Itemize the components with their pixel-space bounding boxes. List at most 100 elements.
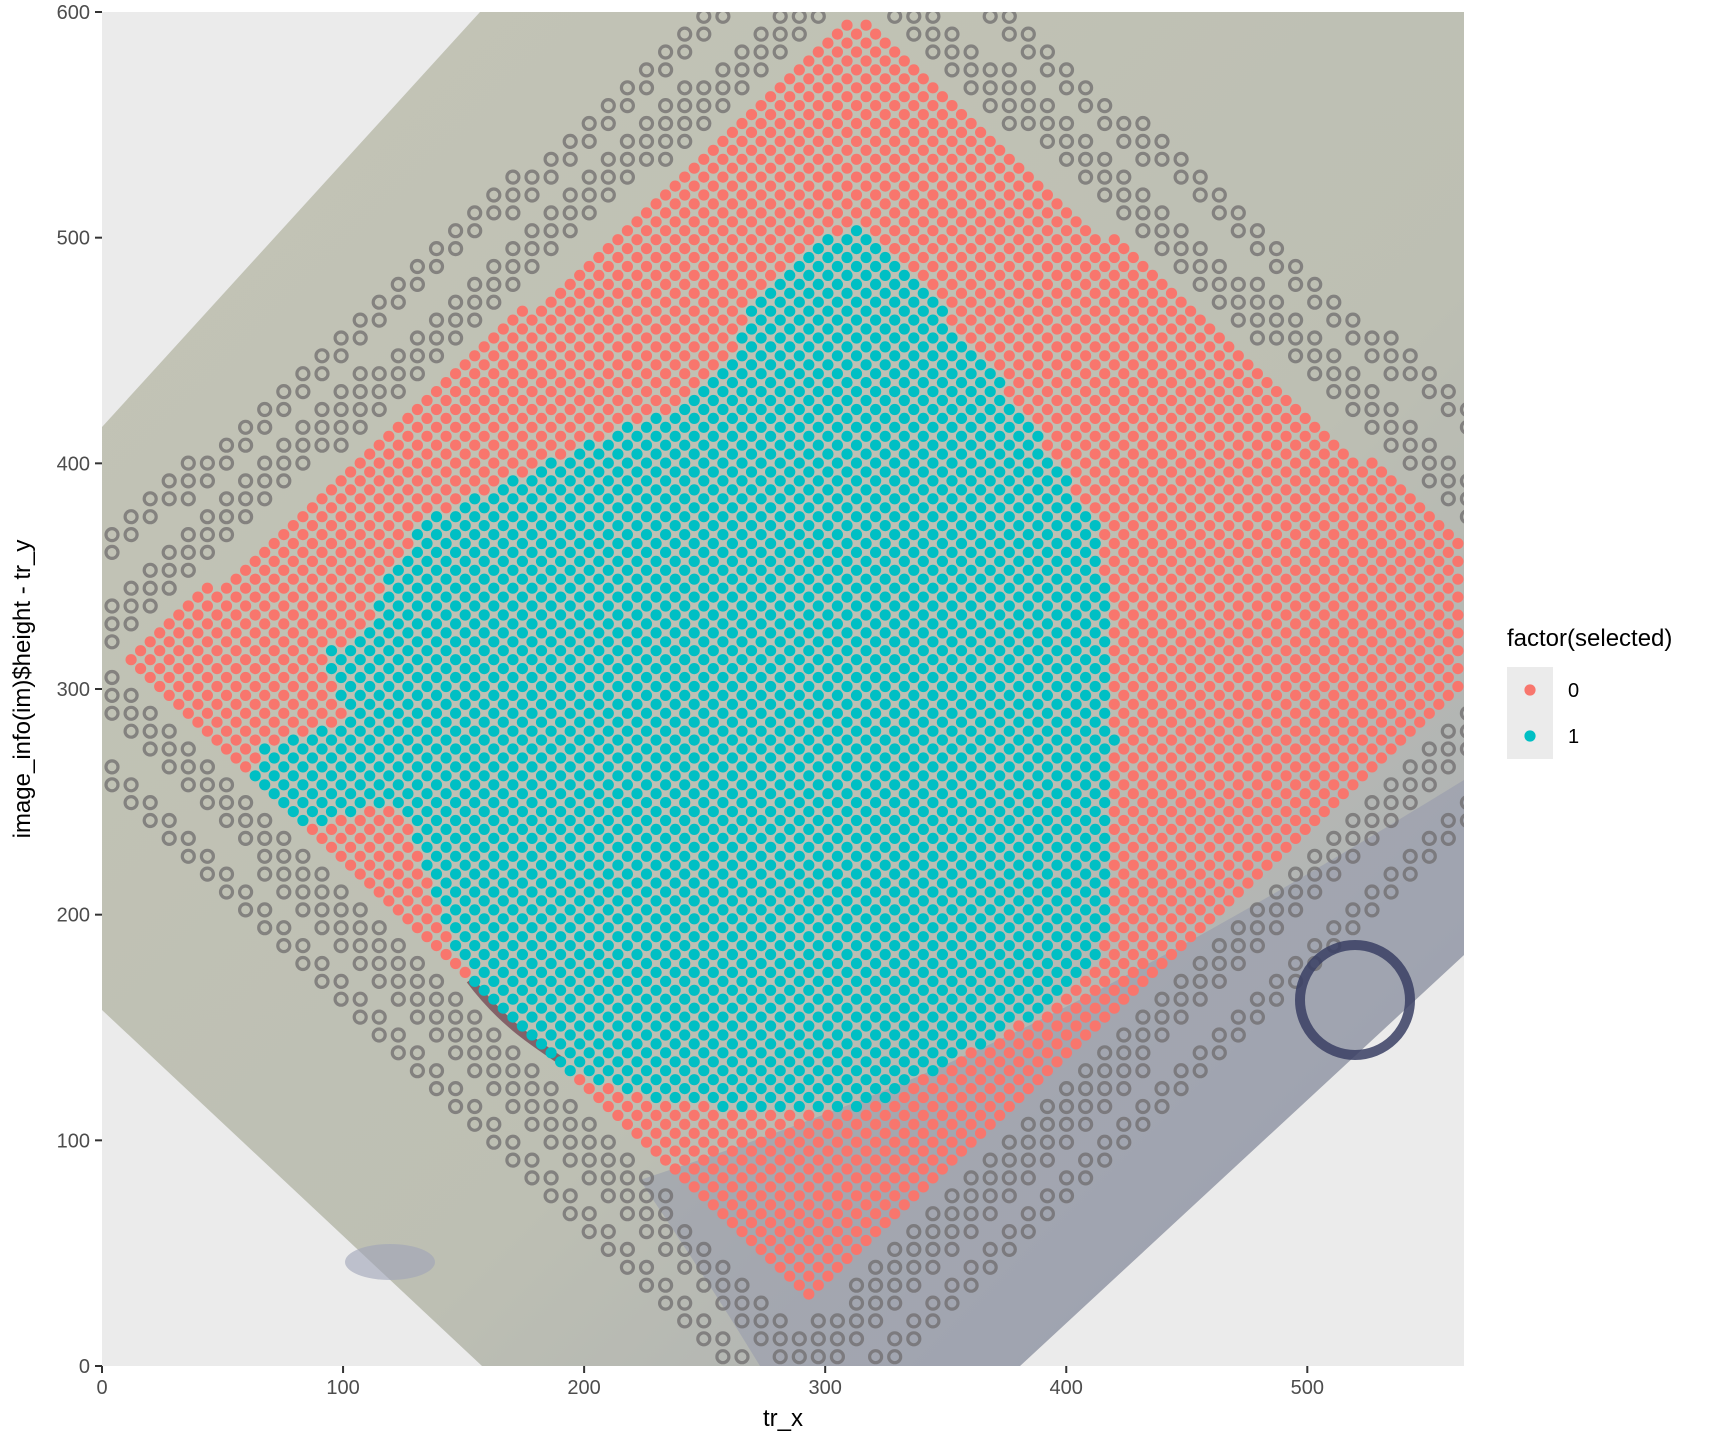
- point-selected-1: [1032, 448, 1044, 460]
- point-selected-1: [1032, 770, 1044, 782]
- point-selected-1: [822, 966, 834, 979]
- point-selected-1: [564, 582, 576, 594]
- point-selected-0: [593, 412, 605, 424]
- point-selected-1: [850, 618, 863, 630]
- fiducial-dot: [581, 1223, 597, 1240]
- point-selected-1: [889, 475, 901, 487]
- point-selected-0: [1108, 645, 1120, 657]
- point-selected-0: [688, 341, 700, 353]
- point-selected-0: [765, 1234, 777, 1247]
- point-selected-1: [726, 466, 739, 478]
- point-selected-0: [354, 814, 366, 827]
- point-selected-1: [650, 823, 662, 836]
- point-selected-1: [1080, 654, 1092, 666]
- point-selected-1: [784, 1074, 796, 1086]
- point-selected-1: [841, 573, 853, 585]
- point-selected-1: [640, 1083, 653, 1095]
- point-selected-1: [984, 511, 996, 523]
- point-selected-1: [545, 850, 557, 862]
- point-selected-0: [1185, 788, 1197, 800]
- fiducial-dot: [1383, 401, 1399, 418]
- fiducial-dot: [1039, 1116, 1056, 1132]
- point-selected-1: [555, 484, 567, 496]
- point-selected-1: [688, 1002, 700, 1014]
- point-selected-0: [1280, 734, 1292, 746]
- point-selected-1: [879, 806, 891, 818]
- point-selected-0: [593, 1091, 605, 1104]
- point-selected-0: [1194, 850, 1206, 862]
- fiducial-dot: [524, 241, 540, 257]
- point-selected-0: [1232, 797, 1244, 809]
- point-selected-1: [984, 743, 996, 755]
- point-selected-0: [421, 448, 433, 460]
- fiducial-dot: [1440, 491, 1456, 507]
- point-selected-1: [440, 645, 452, 657]
- point-selected-1: [698, 671, 710, 684]
- point-selected-0: [488, 457, 500, 469]
- point-selected-0: [1032, 1038, 1044, 1050]
- fiducial-dot: [390, 276, 406, 292]
- point-selected-1: [774, 386, 786, 398]
- point-selected-1: [812, 564, 824, 576]
- point-selected-1: [507, 993, 519, 1005]
- fiducial-dot: [1287, 330, 1304, 346]
- fiducial-dot: [180, 848, 196, 864]
- point-selected-1: [535, 752, 548, 764]
- point-selected-0: [717, 1190, 729, 1202]
- point-selected-0: [535, 377, 548, 389]
- point-selected-0: [1175, 671, 1187, 684]
- point-selected-1: [908, 564, 920, 576]
- point-selected-1: [850, 707, 863, 719]
- point-selected-1: [545, 761, 557, 773]
- point-selected-0: [1165, 698, 1178, 710]
- point-selected-1: [555, 734, 567, 746]
- fiducial-dot: [982, 80, 998, 96]
- point-selected-1: [488, 511, 500, 523]
- point-selected-1: [850, 493, 863, 505]
- point-selected-1: [1070, 841, 1082, 853]
- point-selected-1: [1080, 725, 1092, 737]
- point-selected-1: [765, 877, 777, 889]
- point-selected-0: [583, 350, 595, 362]
- point-selected-1: [745, 430, 758, 442]
- point-selected-0: [1013, 1074, 1025, 1086]
- point-selected-0: [1194, 886, 1206, 898]
- fiducial-dot: [161, 544, 177, 561]
- point-selected-0: [774, 1136, 786, 1148]
- fiducial-dot: [1116, 1134, 1132, 1150]
- point-selected-1: [698, 814, 710, 827]
- point-selected-0: [373, 886, 385, 898]
- point-selected-1: [745, 502, 758, 514]
- point-selected-1: [927, 904, 939, 916]
- point-selected-0: [784, 1252, 796, 1264]
- point-selected-1: [898, 841, 910, 853]
- point-selected-1: [984, 439, 996, 451]
- fiducial-dot: [1020, 44, 1036, 60]
- point-selected-1: [1022, 922, 1034, 934]
- fiducial-dot: [677, 1313, 693, 1329]
- point-selected-1: [621, 850, 634, 862]
- fiducial-dot: [505, 276, 521, 292]
- point-selected-1: [1032, 466, 1044, 478]
- point-selected-1: [917, 1020, 929, 1032]
- point-selected-0: [822, 1199, 834, 1211]
- point-selected-1: [660, 493, 672, 505]
- point-selected-0: [278, 689, 290, 702]
- point-selected-0: [421, 931, 433, 943]
- point-selected-1: [860, 1002, 872, 1014]
- point-selected-1: [812, 654, 824, 666]
- point-selected-1: [545, 922, 557, 934]
- point-selected-0: [259, 689, 271, 702]
- point-selected-1: [660, 1065, 672, 1077]
- point-selected-1: [335, 761, 347, 773]
- point-selected-1: [946, 868, 958, 880]
- point-selected-1: [1013, 591, 1025, 603]
- point-selected-1: [812, 940, 824, 952]
- point-selected-0: [688, 359, 700, 371]
- point-selected-1: [631, 430, 643, 442]
- point-selected-0: [583, 386, 595, 398]
- point-selected-1: [574, 984, 586, 996]
- point-selected-0: [297, 546, 309, 559]
- point-selected-1: [660, 743, 672, 755]
- point-selected-0: [230, 591, 242, 603]
